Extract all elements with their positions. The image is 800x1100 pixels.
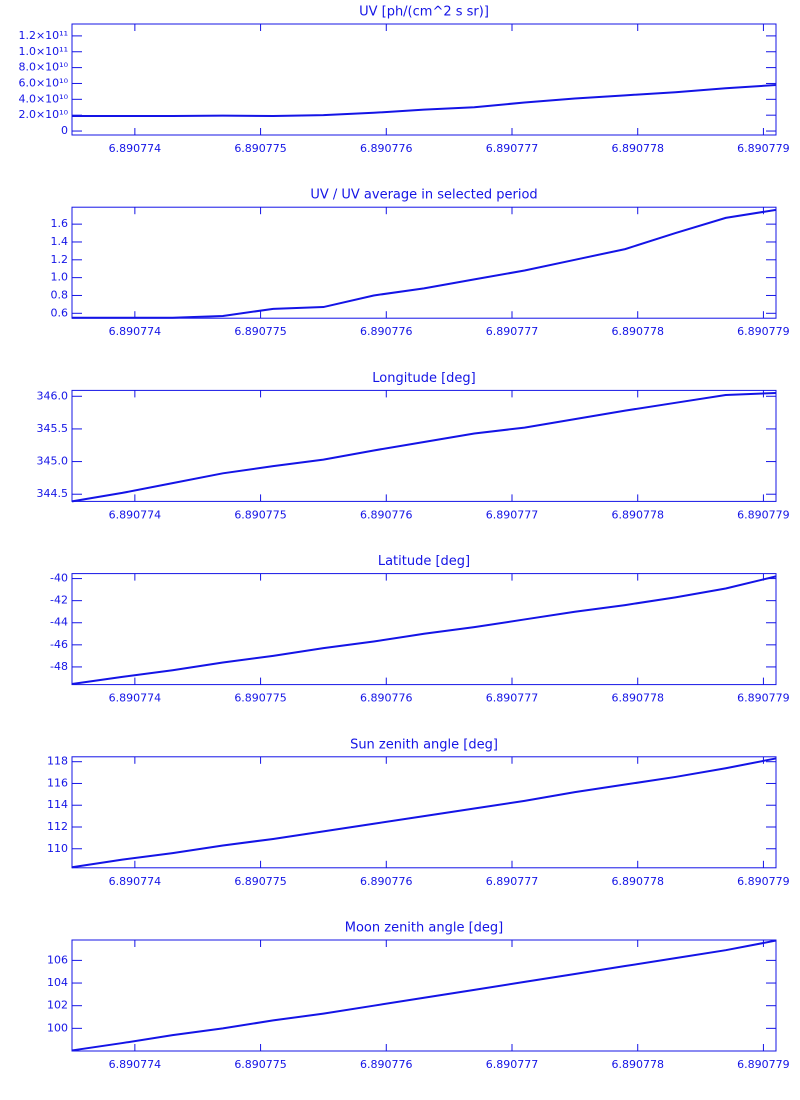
plot-frame bbox=[71, 756, 777, 869]
x-tick-label: 6.890775 bbox=[234, 142, 287, 155]
y-tick-label: 102 bbox=[47, 999, 68, 1012]
data-line bbox=[71, 392, 777, 503]
x-tick-label: 6.890774 bbox=[109, 142, 162, 155]
x-tick-label: 6.890777 bbox=[486, 1058, 539, 1071]
y-tick-label: 344.5 bbox=[37, 487, 69, 500]
x-tick-label: 6.890775 bbox=[234, 508, 287, 521]
y-tick-label: 114 bbox=[47, 798, 68, 811]
x-tick-label: 6.890778 bbox=[611, 325, 664, 338]
y-tick-label: 100 bbox=[47, 1021, 68, 1034]
x-tick-label: 6.890774 bbox=[109, 325, 162, 338]
x-tick-label: 6.890778 bbox=[611, 692, 664, 705]
x-tick-label: 6.890774 bbox=[109, 875, 162, 888]
y-tick-label: 104 bbox=[47, 976, 68, 989]
y-tick-label: 118 bbox=[47, 755, 68, 768]
x-tick-label: 6.890775 bbox=[234, 875, 287, 888]
x-tick-label: 6.890775 bbox=[234, 1058, 287, 1071]
y-tick-label: 1.6 bbox=[51, 217, 69, 230]
x-tick-label: 6.890777 bbox=[486, 508, 539, 521]
x-tick-label: 6.890774 bbox=[109, 692, 162, 705]
y-tick-label: -48 bbox=[50, 660, 68, 673]
y-tick-label: 6.0×10¹⁰ bbox=[18, 76, 68, 89]
y-tick-label: 1.2×10¹¹ bbox=[18, 29, 68, 42]
y-tick-label: 112 bbox=[47, 820, 68, 833]
x-tick-label: 6.890776 bbox=[360, 508, 413, 521]
plot-frame bbox=[71, 389, 777, 502]
chart-title: Moon zenith angle [deg] bbox=[345, 921, 503, 936]
x-tick-label: 6.890779 bbox=[737, 325, 790, 338]
y-tick-label: 8.0×10¹⁰ bbox=[18, 61, 68, 74]
x-tick-label: 6.890775 bbox=[234, 325, 287, 338]
y-tick-label: 4.0×10¹⁰ bbox=[18, 92, 68, 105]
x-tick-label: 6.890776 bbox=[360, 692, 413, 705]
x-tick-label: 6.890777 bbox=[486, 875, 539, 888]
x-tick-label: 6.890776 bbox=[360, 875, 413, 888]
plot-frame bbox=[71, 573, 777, 686]
x-tick-label: 6.890775 bbox=[234, 692, 287, 705]
data-line bbox=[71, 575, 777, 686]
x-tick-label: 6.890776 bbox=[360, 142, 413, 155]
plot-frame bbox=[71, 939, 777, 1052]
chart-title: UV / UV average in selected period bbox=[310, 188, 537, 203]
x-tick-label: 6.890779 bbox=[737, 875, 790, 888]
plot-frame bbox=[71, 23, 777, 136]
data-line bbox=[71, 939, 777, 1052]
data-line bbox=[72, 84, 777, 117]
y-tick-label: -46 bbox=[50, 638, 68, 651]
y-tick-label: 0.8 bbox=[51, 288, 69, 301]
y-tick-label: 0 bbox=[61, 124, 68, 137]
x-tick-label: 6.890777 bbox=[486, 142, 539, 155]
x-tick-label: 6.890778 bbox=[611, 508, 664, 521]
x-tick-label: 6.890778 bbox=[611, 142, 664, 155]
x-tick-label: 6.890774 bbox=[109, 1058, 162, 1071]
x-tick-label: 6.890779 bbox=[737, 1058, 790, 1071]
y-tick-label: 345.5 bbox=[37, 422, 69, 435]
x-tick-label: 6.890777 bbox=[486, 325, 539, 338]
x-tick-label: 6.890778 bbox=[611, 1058, 664, 1071]
plot-frame bbox=[71, 206, 777, 319]
x-tick-label: 6.890778 bbox=[611, 875, 664, 888]
x-tick-label: 6.890777 bbox=[486, 692, 539, 705]
chart-title: UV [ph/(cm^2 s sr)] bbox=[359, 5, 489, 20]
x-tick-label: 6.890779 bbox=[737, 142, 790, 155]
y-tick-label: 2.0×10¹⁰ bbox=[18, 108, 68, 121]
x-tick-label: 6.890776 bbox=[360, 1058, 413, 1071]
data-line bbox=[72, 208, 777, 319]
y-tick-label: 110 bbox=[47, 842, 68, 855]
y-tick-label: 106 bbox=[47, 953, 68, 966]
x-tick-label: 6.890779 bbox=[737, 508, 790, 521]
x-tick-label: 6.890779 bbox=[737, 692, 790, 705]
chart-title: Sun zenith angle [deg] bbox=[350, 737, 498, 752]
y-tick-label: 1.2 bbox=[51, 253, 69, 266]
y-tick-label: 1.0 bbox=[51, 271, 69, 284]
chart-title: Longitude [deg] bbox=[372, 371, 475, 386]
x-tick-label: 6.890774 bbox=[109, 508, 162, 521]
x-tick-label: 6.890776 bbox=[360, 325, 413, 338]
data-line bbox=[71, 757, 777, 869]
y-tick-label: 1.0×10¹¹ bbox=[18, 45, 68, 58]
y-tick-label: -40 bbox=[50, 572, 68, 585]
y-tick-label: 345.0 bbox=[37, 455, 69, 468]
y-tick-label: 116 bbox=[47, 776, 68, 789]
y-tick-label: 346.0 bbox=[37, 389, 69, 402]
y-tick-label: 0.6 bbox=[51, 306, 69, 319]
chart-title: Latitude [deg] bbox=[378, 554, 470, 569]
y-tick-label: -42 bbox=[50, 594, 68, 607]
y-tick-label: 1.4 bbox=[51, 235, 69, 248]
y-tick-label: -44 bbox=[50, 616, 68, 629]
